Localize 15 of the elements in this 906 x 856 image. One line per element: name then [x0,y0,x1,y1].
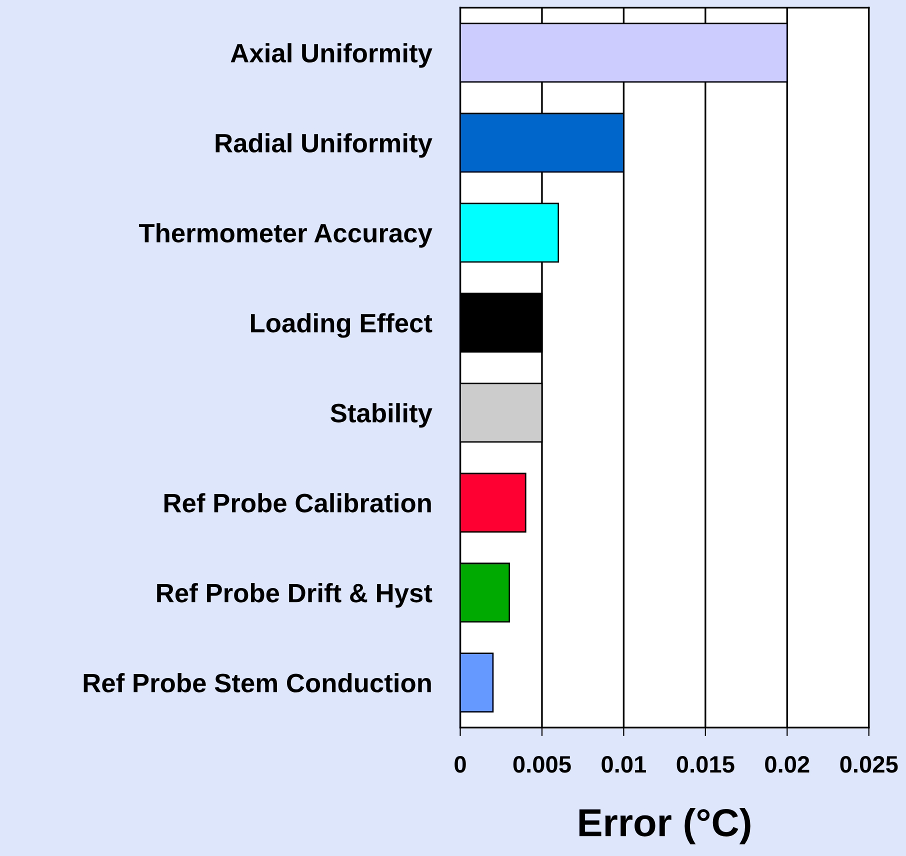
x-tick-label: 0.025 [840,756,898,773]
y-tick-label: Radial Uniformity [216,133,432,158]
x-tick-label: 0.01 [602,756,646,773]
y-tick-label: Loading Effect [250,313,432,338]
y-tick-label: Stability [330,403,432,428]
y-tick-label: Ref Probe Stem Conduction [84,673,431,692]
x-tick-label: 0.005 [513,756,571,773]
x-tick-label: 0 [454,756,466,773]
y-tick-label: Thermometer Accuracy [138,223,432,248]
y-tick-label: Ref Probe Calibration [164,493,431,512]
y-tick-label: Axial Uniformity [230,43,432,68]
y-tick-label: Ref Probe Drift & Hyst [157,583,432,608]
x-axis-title: Error (°C) [579,808,750,844]
x-tick-label: 0.02 [765,756,810,773]
x-tick-label: 0.015 [676,756,734,773]
